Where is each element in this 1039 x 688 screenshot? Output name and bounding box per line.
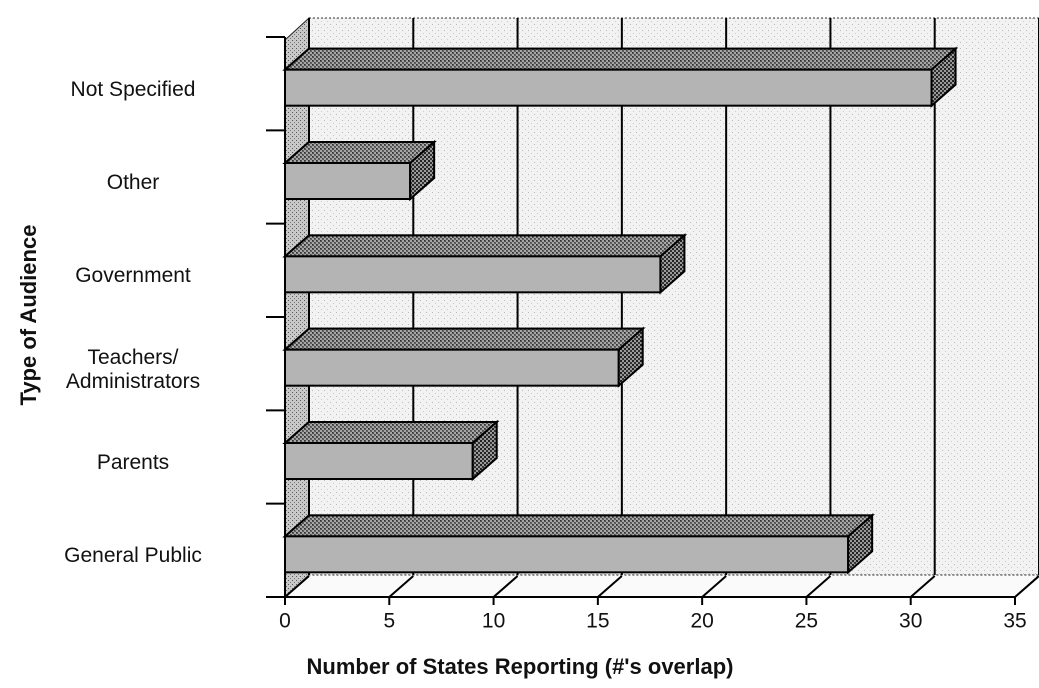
bar — [282, 326, 646, 388]
x-tick-label: 35 — [1003, 610, 1026, 633]
x-tick-label: 5 — [383, 610, 395, 633]
bar — [282, 233, 688, 295]
floor — [283, 574, 1039, 598]
grid-line — [701, 18, 728, 598]
y-axis-title: Type of Audience — [16, 225, 41, 406]
bar-top-shade — [282, 141, 437, 164]
grid-line — [1014, 18, 1039, 598]
back-wall — [308, 17, 1039, 576]
bar-front — [284, 68, 933, 107]
bar-top-shade — [282, 421, 500, 444]
bar-top-shade — [282, 234, 688, 258]
grid-floor — [388, 575, 414, 598]
grid-line — [597, 18, 623, 598]
bar-top-shade — [282, 514, 875, 538]
bar — [282, 46, 959, 108]
grid-floor — [284, 575, 310, 598]
bar-front — [284, 162, 412, 200]
x-tick-label: 0 — [279, 610, 291, 633]
bar-front — [284, 255, 662, 294]
x-tick-label: 25 — [795, 610, 818, 633]
bar-side — [659, 233, 686, 295]
bar — [282, 419, 500, 482]
grid-line — [910, 18, 936, 598]
x-tick-label: 30 — [899, 610, 922, 633]
bar-side — [847, 513, 874, 575]
bar-front — [284, 348, 620, 387]
grid-floor — [492, 575, 519, 598]
x-tick-label: 10 — [482, 610, 505, 633]
bar-side — [409, 139, 436, 202]
x-tick-label: 20 — [690, 610, 713, 633]
bar-top-shade — [282, 47, 959, 71]
grid-line — [805, 18, 832, 598]
bar-side — [617, 326, 644, 388]
grid-floor — [701, 575, 727, 598]
bar-top-shade — [282, 327, 646, 351]
grid-floor — [805, 575, 832, 598]
grid-floor — [1014, 575, 1039, 598]
bar-side — [930, 46, 957, 108]
grid-floor — [597, 575, 623, 598]
bar — [282, 139, 437, 202]
bar-front — [284, 535, 850, 574]
bar — [282, 513, 875, 575]
y-tick-label: Other — [106, 171, 160, 194]
grid-floor — [910, 575, 936, 598]
x-axis-title: Number of States Reporting (#'s overlap) — [307, 654, 734, 679]
y-tick-label: Parents — [96, 451, 170, 474]
y-tick-label: Government — [75, 264, 191, 288]
y-tick-label: General Public — [64, 544, 202, 568]
bar-side — [471, 419, 498, 482]
grid-line — [492, 18, 519, 598]
y-tick-label: Not Specified — [70, 77, 196, 101]
grid-line — [284, 18, 310, 598]
x-tick-label: 15 — [586, 610, 609, 633]
bar-front — [284, 442, 474, 480]
grid-line — [388, 18, 415, 598]
y-tick-label: Teachers/ Administrators — [65, 345, 201, 393]
